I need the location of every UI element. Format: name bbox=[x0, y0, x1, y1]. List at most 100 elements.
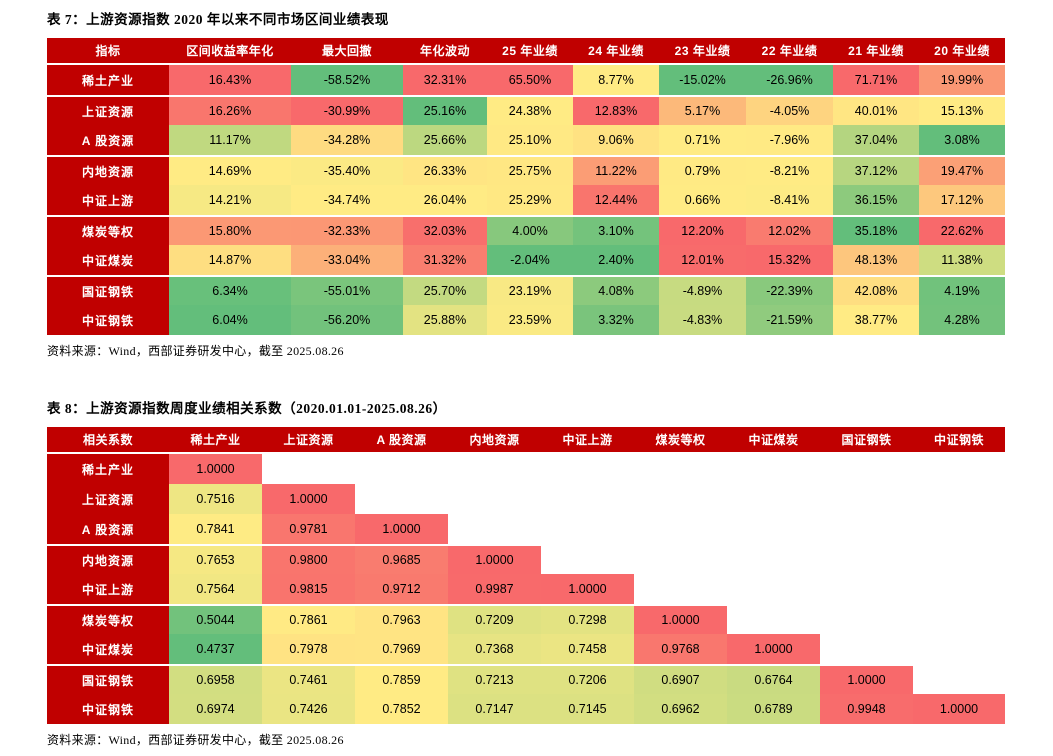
empty-cell bbox=[727, 604, 820, 634]
heat-cell: 0.7978 bbox=[262, 634, 355, 664]
heat-cell: 32.31% bbox=[403, 65, 487, 95]
heat-cell: 0.6974 bbox=[169, 694, 262, 724]
column-header: 最大回撤 bbox=[291, 38, 403, 65]
heat-cell: -26.96% bbox=[746, 65, 833, 95]
heat-cell: 8.77% bbox=[573, 65, 659, 95]
empty-cell bbox=[913, 484, 1005, 514]
row-label: 中证上游 bbox=[47, 574, 169, 604]
heat-cell: 24.38% bbox=[487, 95, 573, 125]
heat-cell: 25.70% bbox=[403, 275, 487, 305]
heat-cell: 11.22% bbox=[573, 155, 659, 185]
heat-cell: -4.89% bbox=[659, 275, 746, 305]
empty-cell bbox=[541, 514, 634, 544]
table-row: 内地资源 0.7653 0.9800 0.9685 1.0000 bbox=[47, 544, 1005, 574]
heat-cell: 0.7841 bbox=[169, 514, 262, 544]
empty-cell bbox=[634, 514, 727, 544]
heat-cell: 25.10% bbox=[487, 125, 573, 155]
empty-cell bbox=[727, 574, 820, 604]
empty-cell bbox=[820, 604, 913, 634]
empty-cell bbox=[820, 454, 913, 484]
heat-cell: -55.01% bbox=[291, 275, 403, 305]
table8-title: 表 8：上游资源指数周度业绩相关系数（2020.01.01-2025.08.26… bbox=[47, 401, 447, 416]
heat-cell: -56.20% bbox=[291, 305, 403, 335]
table7-title: 表 7：上游资源指数 2020 年以来不同市场区间业绩表现 bbox=[47, 12, 389, 27]
column-header: 中证上游 bbox=[541, 427, 634, 454]
heat-cell: 0.7145 bbox=[541, 694, 634, 724]
table-row: 国证钢铁 0.6958 0.7461 0.7859 0.7213 0.7206 0.6907… bbox=[47, 664, 1005, 694]
heat-cell: 0.9685 bbox=[355, 544, 448, 574]
heat-cell: 36.15% bbox=[833, 185, 919, 215]
heat-cell: 15.32% bbox=[746, 245, 833, 275]
heat-cell: 0.9781 bbox=[262, 514, 355, 544]
empty-cell bbox=[913, 454, 1005, 484]
heat-cell: 0.4737 bbox=[169, 634, 262, 664]
heat-cell: 0.7213 bbox=[448, 664, 541, 694]
heat-cell: 1.0000 bbox=[355, 514, 448, 544]
row-label: 煤炭等权 bbox=[47, 604, 169, 634]
empty-cell bbox=[820, 634, 913, 664]
heat-cell: 1.0000 bbox=[913, 694, 1005, 724]
heat-cell: 0.7653 bbox=[169, 544, 262, 574]
heat-cell: 2.40% bbox=[573, 245, 659, 275]
empty-cell bbox=[634, 544, 727, 574]
row-label: 国证钢铁 bbox=[47, 664, 169, 694]
heat-cell: 0.7852 bbox=[355, 694, 448, 724]
empty-cell bbox=[727, 514, 820, 544]
heat-cell: 17.12% bbox=[919, 185, 1005, 215]
table-row: A 股资源 0.7841 0.9781 1.0000 bbox=[47, 514, 1005, 544]
empty-cell bbox=[634, 484, 727, 514]
heat-cell: 0.7859 bbox=[355, 664, 448, 694]
heat-cell: 0.9948 bbox=[820, 694, 913, 724]
table-row: 中证煤炭 0.4737 0.7978 0.7969 0.7368 0.7458 0.9768… bbox=[47, 634, 1005, 664]
heat-cell: 4.19% bbox=[919, 275, 1005, 305]
heat-cell: 0.9987 bbox=[448, 574, 541, 604]
heat-cell: 14.87% bbox=[169, 245, 291, 275]
heat-cell: 0.6962 bbox=[634, 694, 727, 724]
column-header: 国证钢铁 bbox=[820, 427, 913, 454]
heat-cell: 0.9800 bbox=[262, 544, 355, 574]
heat-cell: -8.21% bbox=[746, 155, 833, 185]
row-label: 中证钢铁 bbox=[47, 305, 169, 335]
heat-cell: 25.29% bbox=[487, 185, 573, 215]
empty-cell bbox=[727, 484, 820, 514]
heat-cell: 31.32% bbox=[403, 245, 487, 275]
heat-cell: 65.50% bbox=[487, 65, 573, 95]
heat-cell: 38.77% bbox=[833, 305, 919, 335]
column-header: 中证煤炭 bbox=[727, 427, 820, 454]
empty-cell bbox=[820, 574, 913, 604]
heat-cell: 0.7458 bbox=[541, 634, 634, 664]
heat-cell: 4.08% bbox=[573, 275, 659, 305]
heat-cell: -8.41% bbox=[746, 185, 833, 215]
heat-cell: 23.19% bbox=[487, 275, 573, 305]
heat-cell: 42.08% bbox=[833, 275, 919, 305]
heat-cell: 0.79% bbox=[659, 155, 746, 185]
heat-cell: 1.0000 bbox=[448, 544, 541, 574]
heat-cell: 25.16% bbox=[403, 95, 487, 125]
heat-cell: 12.02% bbox=[746, 215, 833, 245]
row-label: 中证钢铁 bbox=[47, 694, 169, 724]
heat-cell: 0.66% bbox=[659, 185, 746, 215]
heat-cell: 0.7147 bbox=[448, 694, 541, 724]
heat-cell: 4.28% bbox=[919, 305, 1005, 335]
heat-cell: 0.7969 bbox=[355, 634, 448, 664]
heat-cell: 0.9712 bbox=[355, 574, 448, 604]
empty-cell bbox=[913, 544, 1005, 574]
heat-cell: 0.7209 bbox=[448, 604, 541, 634]
heat-cell: 6.34% bbox=[169, 275, 291, 305]
column-header: 23 年业绩 bbox=[659, 38, 746, 65]
heat-cell: 0.7426 bbox=[262, 694, 355, 724]
column-header: 25 年业绩 bbox=[487, 38, 573, 65]
heat-cell: 19.47% bbox=[919, 155, 1005, 185]
row-label: 稀土产业 bbox=[47, 454, 169, 484]
heat-cell: 26.04% bbox=[403, 185, 487, 215]
heat-cell: 1.0000 bbox=[541, 574, 634, 604]
heat-cell: 0.6789 bbox=[727, 694, 820, 724]
heat-cell: -30.99% bbox=[291, 95, 403, 125]
row-label: A 股资源 bbox=[47, 514, 169, 544]
row-label: 上证资源 bbox=[47, 484, 169, 514]
empty-cell bbox=[541, 544, 634, 574]
empty-cell bbox=[727, 544, 820, 574]
heat-cell: 0.6958 bbox=[169, 664, 262, 694]
column-header: 24 年业绩 bbox=[573, 38, 659, 65]
